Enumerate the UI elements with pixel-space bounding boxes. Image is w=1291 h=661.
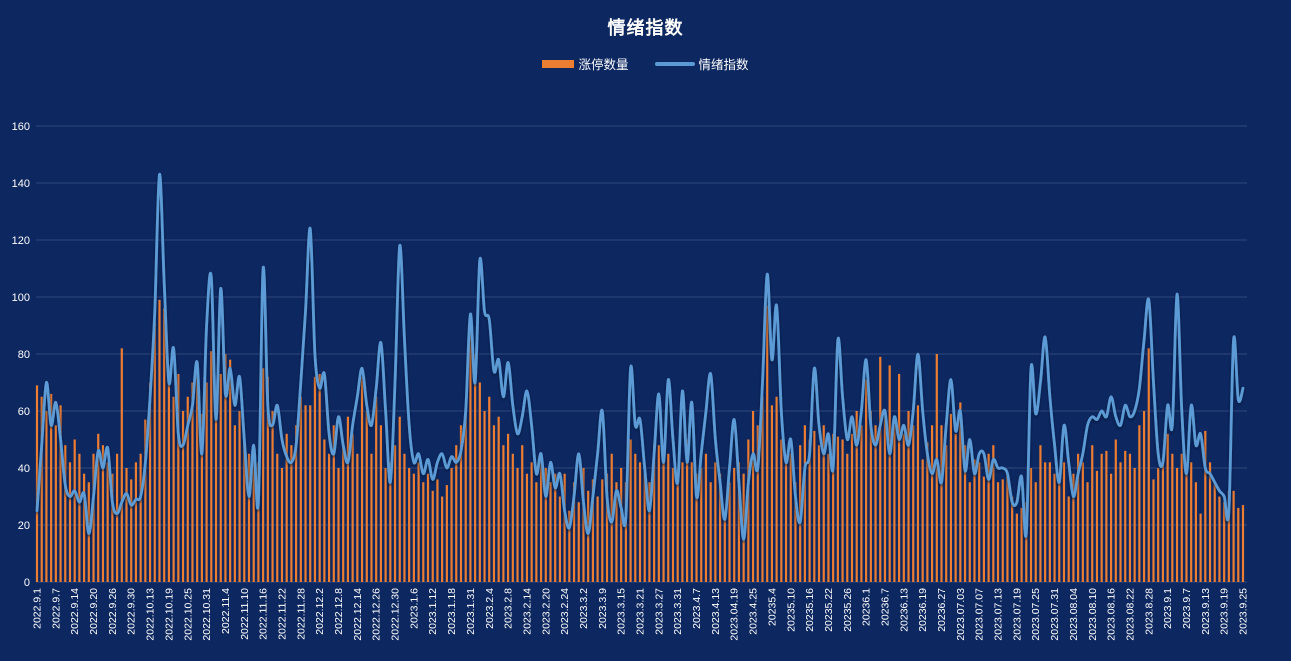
bar-series-limit-up-count [35, 299, 1245, 582]
legend-item-limit-up-count[interactable]: 涨停数量 [542, 54, 629, 73]
svg-text:2023.08.22: 2023.08.22 [1124, 588, 1136, 641]
svg-text:2023.1.12: 2023.1.12 [427, 588, 439, 635]
svg-text:2023.1.18: 2023.1.18 [446, 588, 458, 635]
svg-text:20235.16: 20235.16 [804, 588, 816, 632]
svg-text:2023.08.16: 2023.08.16 [1106, 588, 1118, 641]
svg-text:140: 140 [12, 178, 30, 190]
svg-text:160: 160 [12, 121, 30, 133]
svg-text:2022.9.14: 2022.9.14 [69, 588, 81, 635]
svg-text:120: 120 [12, 235, 30, 247]
svg-text:2023.1.6: 2023.1.6 [408, 588, 420, 629]
svg-text:2023.07.07: 2023.07.07 [974, 588, 986, 641]
svg-text:2023.07.03: 2023.07.03 [955, 588, 967, 641]
svg-text:2023.9.25: 2023.9.25 [1238, 588, 1250, 635]
svg-text:2022.12.2: 2022.12.2 [314, 588, 326, 635]
svg-text:2023.4.7: 2023.4.7 [691, 588, 703, 629]
svg-text:2022.11.22: 2022.11.22 [276, 588, 288, 640]
chart-legend: 涨停数量 情绪指数 [0, 54, 1291, 73]
svg-text:20: 20 [18, 520, 30, 532]
svg-text:20235.26: 20235.26 [842, 588, 854, 632]
svg-text:2023.07.31: 2023.07.31 [1049, 588, 1061, 641]
svg-text:2023.2.14: 2023.2.14 [521, 588, 533, 635]
svg-text:0: 0 [24, 577, 30, 589]
svg-text:2023.2.4: 2023.2.4 [484, 588, 496, 629]
svg-text:2022.11.10: 2022.11.10 [239, 588, 251, 640]
svg-text:2023.07.19: 2023.07.19 [1011, 588, 1023, 641]
svg-text:80: 80 [18, 349, 30, 361]
svg-text:100: 100 [12, 292, 30, 304]
chart-title: 情绪指数 [607, 18, 684, 38]
legend-item-sentiment-index[interactable]: 情绪指数 [654, 54, 749, 73]
svg-text:2023.07.13: 2023.07.13 [993, 588, 1005, 641]
svg-text:2022.10.19: 2022.10.19 [163, 588, 175, 641]
svg-text:2023.3.21: 2023.3.21 [635, 588, 647, 635]
svg-text:2023.04.19: 2023.04.19 [729, 588, 741, 641]
svg-text:2023.2.20: 2023.2.20 [540, 588, 552, 635]
svg-text:2022.11.4: 2022.11.4 [220, 588, 232, 634]
svg-text:2023.2.24: 2023.2.24 [559, 588, 571, 635]
svg-text:40: 40 [18, 463, 30, 475]
svg-text:60: 60 [18, 406, 30, 418]
svg-text:2022.12.26: 2022.12.26 [371, 588, 383, 641]
svg-text:2022.9.26: 2022.9.26 [107, 588, 119, 635]
svg-text:20235.22: 20235.22 [823, 588, 835, 632]
svg-text:2023.9.13: 2023.9.13 [1200, 588, 1212, 635]
svg-text:2023.3.9: 2023.3.9 [597, 588, 609, 629]
svg-text:2023.07.25: 2023.07.25 [1030, 588, 1042, 641]
svg-text:2022.10.13: 2022.10.13 [145, 588, 157, 641]
legend-label-sentiment-index: 情绪指数 [698, 58, 749, 72]
svg-text:2022.9.20: 2022.9.20 [88, 588, 100, 635]
svg-text:20235.10: 20235.10 [785, 588, 797, 632]
svg-text:2022.9.1: 2022.9.1 [32, 588, 44, 629]
svg-text:2023.1.31: 2023.1.31 [465, 588, 477, 635]
svg-text:20236.27: 20236.27 [936, 588, 948, 632]
svg-text:2023.08.10: 2023.08.10 [1087, 588, 1099, 641]
svg-text:20235.4: 20235.4 [766, 588, 778, 626]
svg-text:2023.08.04: 2023.08.04 [1068, 588, 1080, 641]
legend-label-limit-up-count: 涨停数量 [578, 58, 629, 72]
svg-text:2022.9.30: 2022.9.30 [126, 588, 138, 635]
svg-text:2022.10.31: 2022.10.31 [201, 588, 213, 641]
bar-series-swatch-icon [542, 59, 575, 68]
svg-text:20236.1: 20236.1 [861, 588, 873, 626]
svg-text:2023.9.19: 2023.9.19 [1219, 588, 1231, 635]
svg-text:2023.3.2: 2023.3.2 [578, 588, 590, 629]
svg-text:2023.4.25: 2023.4.25 [748, 588, 760, 635]
svg-text:2022.12.14: 2022.12.14 [352, 588, 364, 641]
svg-text:2023.9.7: 2023.9.7 [1181, 588, 1193, 629]
x-axis-labels: 2022.9.1 2022.9.7 2022.9.14 2022.9.20 2022.9… [32, 588, 1250, 641]
y-axis-labels: 0 20 40 60 80 100 120 140 160 [12, 121, 30, 589]
svg-text:20236.13: 20236.13 [898, 588, 910, 632]
svg-text:2022.12.8: 2022.12.8 [333, 588, 345, 635]
svg-text:20236.7: 20236.7 [879, 588, 891, 626]
svg-text:2023.9.1: 2023.9.1 [1162, 588, 1174, 629]
svg-text:2022.10.25: 2022.10.25 [182, 588, 194, 641]
svg-text:20236.19: 20236.19 [917, 588, 929, 632]
svg-text:2023.4.13: 2023.4.13 [710, 588, 722, 635]
svg-text:2023.8.28: 2023.8.28 [1143, 588, 1155, 635]
svg-text:2022.12.30: 2022.12.30 [390, 588, 402, 641]
svg-text:2023.2.8: 2023.2.8 [503, 588, 515, 629]
svg-text:2022.11.16: 2022.11.16 [258, 588, 270, 640]
svg-text:2023.3.27: 2023.3.27 [653, 588, 665, 635]
svg-text:2022.11.28: 2022.11.28 [295, 588, 307, 640]
line-series-sentiment-index [35, 172, 1245, 541]
line-series-swatch-icon [654, 61, 695, 66]
svg-text:2022.9.7: 2022.9.7 [50, 588, 62, 629]
svg-text:2023.3.15: 2023.3.15 [616, 588, 628, 635]
svg-text:2023.3.31: 2023.3.31 [672, 588, 684, 635]
